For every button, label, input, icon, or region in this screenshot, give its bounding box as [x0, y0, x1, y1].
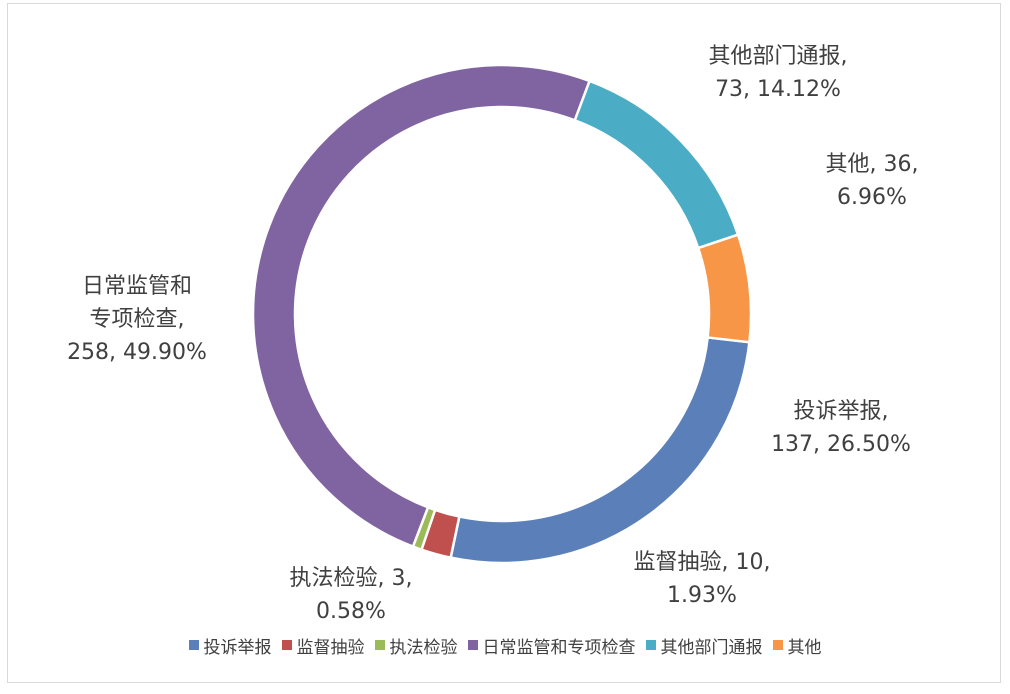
legend-item-0: 投诉举报 — [188, 633, 272, 658]
legend-swatch — [645, 640, 656, 650]
legend-swatch — [467, 640, 478, 650]
donut-slice-5 — [696, 233, 753, 344]
data-label-2: 执法检验, 3, 0.58% — [266, 562, 436, 628]
data-label-line: 专项检查, — [89, 307, 185, 332]
chart-frame — [7, 3, 1001, 683]
data-label-line: 137, 26.50% — [771, 432, 911, 457]
legend-label: 其他部门通报 — [660, 637, 763, 658]
legend-item-4: 其他部门通报 — [645, 633, 763, 658]
data-label-line: 73, 14.12% — [715, 77, 841, 102]
data-label-4: 其他部门通报, 73, 14.12% — [678, 40, 878, 106]
legend-label: 监督抽验 — [296, 637, 365, 658]
data-label-line: 执法检验, 3, — [289, 566, 413, 591]
legend-label: 投诉举报 — [203, 637, 272, 658]
data-label-5: 其他, 36, 6.96% — [812, 148, 932, 214]
legend-item-2: 执法检验 — [374, 633, 458, 658]
legend-item-1: 监督抽验 — [281, 633, 365, 658]
legend-item-3: 日常监管和专项检查 — [467, 633, 636, 658]
legend-swatch — [281, 640, 292, 650]
data-label-1: 监督抽验, 10, 1.93% — [612, 546, 792, 612]
donut-slice-0 — [449, 336, 751, 565]
legend-swatch — [374, 640, 385, 650]
legend-label: 其他 — [787, 637, 822, 658]
data-label-line: 1.93% — [667, 583, 737, 608]
data-label-0: 投诉举报, 137, 26.50% — [766, 395, 916, 461]
legend: 投诉举报 监督抽验 执法检验 日常监管和专项检查 其他部门通报 其他 — [0, 630, 1010, 660]
data-label-line: 258, 49.90% — [67, 340, 207, 365]
data-label-line: 其他, 36, — [825, 152, 919, 177]
data-label-line: 投诉举报, — [793, 399, 889, 424]
data-label-line: 6.96% — [837, 185, 907, 210]
legend-swatch — [188, 640, 199, 650]
data-label-line: 日常监管和 — [81, 274, 192, 299]
legend-item-5: 其他 — [772, 633, 822, 658]
data-label-line: 0.58% — [316, 599, 386, 624]
legend-label: 执法检验 — [389, 637, 458, 658]
donut-slice-3 — [251, 63, 592, 549]
legend-label: 日常监管和专项检查 — [482, 637, 636, 658]
data-label-line: 其他部门通报, — [708, 44, 848, 69]
data-label-line: 监督抽验, 10, — [633, 550, 771, 575]
legend-swatch — [772, 640, 783, 650]
data-label-3: 日常监管和专项检查, 258, 49.90% — [52, 270, 222, 369]
